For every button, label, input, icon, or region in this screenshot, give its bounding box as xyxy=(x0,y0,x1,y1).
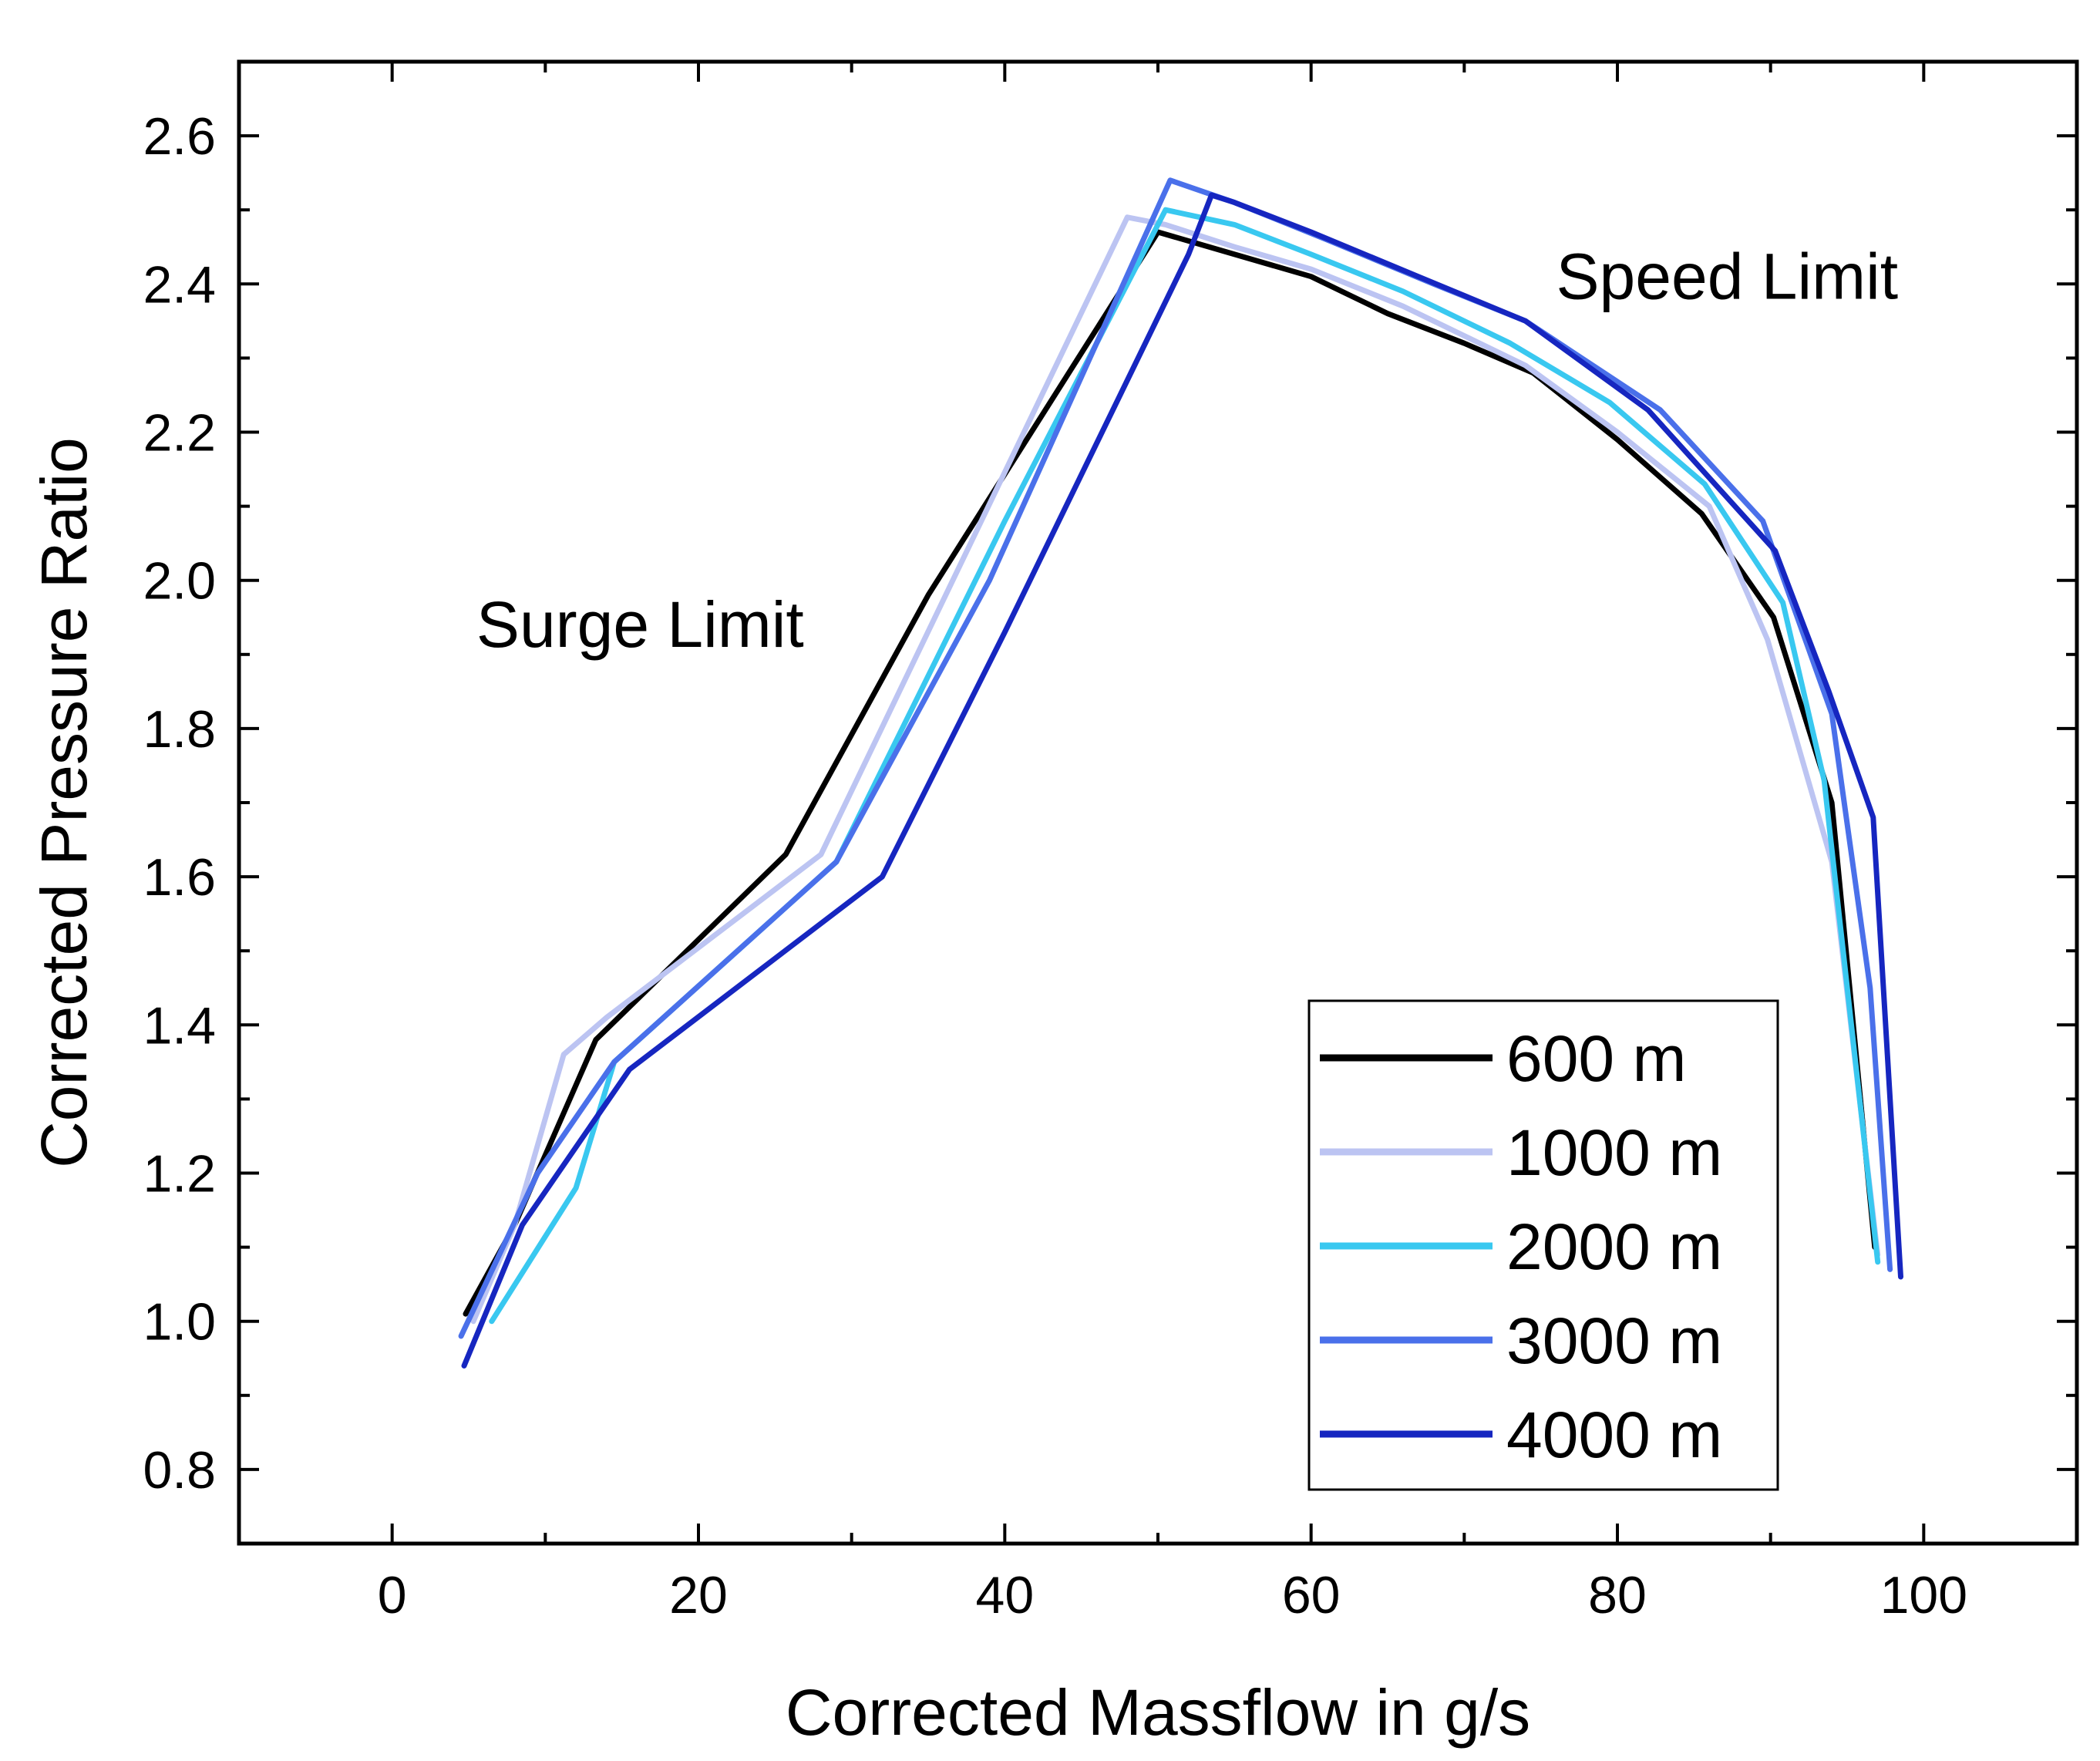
y-tick-label: 0.8 xyxy=(143,1441,216,1500)
y-tick-label: 1.0 xyxy=(143,1293,216,1352)
x-tick-label: 60 xyxy=(1282,1566,1341,1625)
legend-label: 3000 m xyxy=(1506,1305,1722,1377)
legend-label: 2000 m xyxy=(1506,1210,1722,1283)
y-tick-label: 1.6 xyxy=(143,848,216,907)
y-tick-label: 2.2 xyxy=(143,404,216,463)
y-tick-label: 1.4 xyxy=(143,996,216,1055)
x-tick-label: 0 xyxy=(378,1566,407,1625)
y-tick-label: 2.0 xyxy=(143,552,216,611)
x-tick-label: 40 xyxy=(976,1566,1035,1625)
x-tick-label: 80 xyxy=(1588,1566,1647,1625)
series-line-4000-m xyxy=(461,192,1903,1369)
plot-frame xyxy=(237,59,2079,1546)
series-line-1000-m xyxy=(470,214,1881,1325)
y-tick-label: 2.6 xyxy=(143,107,216,166)
data-series xyxy=(458,177,1903,1369)
legend: 600 m 1000 m 2000 m 3000 m 4000 m xyxy=(1307,999,1779,1491)
legend-label: 1000 m xyxy=(1506,1116,1722,1189)
annotation-speed-limit: Speed Limit xyxy=(1556,241,1899,313)
x-tick-label: 20 xyxy=(669,1566,728,1625)
y-tick-label: 2.4 xyxy=(143,255,216,314)
x-tick-label: 100 xyxy=(1880,1566,1967,1625)
legend-label: 4000 m xyxy=(1506,1399,1722,1471)
tick-labels: 0 20 40 60 80 100 0.8 1.0 1.2 1.4 1.6 1.8 2.0 2.2 2.4 2… xyxy=(143,107,1967,1625)
x-axis-title: Corrected Massflow in g/s xyxy=(786,1676,1530,1749)
y-tick-label: 1.8 xyxy=(143,700,216,759)
annotation-surge-limit: Surge Limit xyxy=(476,588,804,661)
y-tick-label: 1.2 xyxy=(143,1145,216,1204)
y-axis-title: Corrected Pressure Ratio xyxy=(28,437,100,1168)
legend-label: 600 m xyxy=(1506,1022,1686,1095)
